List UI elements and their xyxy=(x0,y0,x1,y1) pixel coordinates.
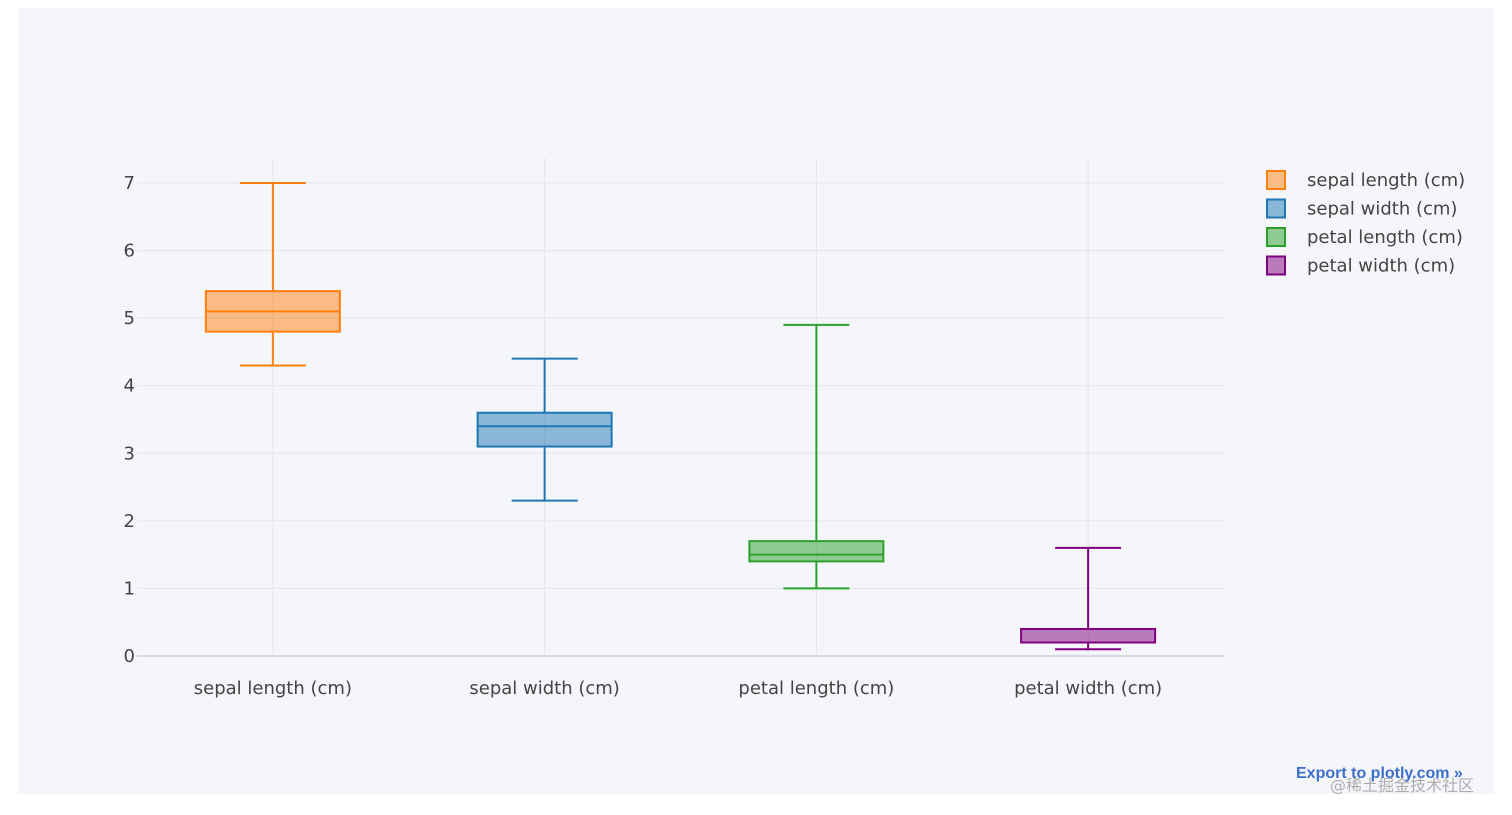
x-tick-label: sepal width (cm) xyxy=(469,678,619,699)
box-iqr xyxy=(748,540,885,563)
legend-swatch xyxy=(1266,170,1286,190)
y-tick-label: 5 xyxy=(124,308,135,329)
y-tick-label: 7 xyxy=(124,173,135,194)
legend-swatch xyxy=(1266,255,1286,276)
y-tick-label: 0 xyxy=(124,646,135,667)
legend-item-label: sepal width (cm) xyxy=(1307,199,1457,220)
y-tick-label: 6 xyxy=(124,241,135,262)
legend-item-label: petal width (cm) xyxy=(1307,256,1455,277)
y-tick-label: 3 xyxy=(124,443,135,464)
legend-swatch xyxy=(1266,198,1286,219)
box-iqr xyxy=(476,411,613,448)
export-to-plotly-link[interactable]: Export to plotly.com » xyxy=(1296,765,1463,782)
y-tick-label: 4 xyxy=(124,376,135,397)
box-iqr xyxy=(1020,627,1157,644)
y-tick-label: 2 xyxy=(124,511,135,532)
legend-swatch xyxy=(1266,227,1286,247)
y-tick-label: 1 xyxy=(124,578,135,599)
plot-area: 0 1 2 3 4 5 6 7 sepal length (cm) sepal width (cm… xyxy=(18,8,1494,794)
x-tick-label: petal length (cm) xyxy=(738,678,894,699)
box-chart: 0 1 2 3 4 5 6 7 sepal length (cm) sepal width (cm… xyxy=(124,158,1465,699)
watermark: @稀土掘金技术社区 xyxy=(1330,776,1475,795)
legend-item-label: petal length (cm) xyxy=(1307,227,1463,248)
x-tick-label: petal width (cm) xyxy=(1014,678,1162,699)
x-tick-label: sepal length (cm) xyxy=(194,678,352,699)
legend-item-label: sepal length (cm) xyxy=(1307,170,1465,191)
